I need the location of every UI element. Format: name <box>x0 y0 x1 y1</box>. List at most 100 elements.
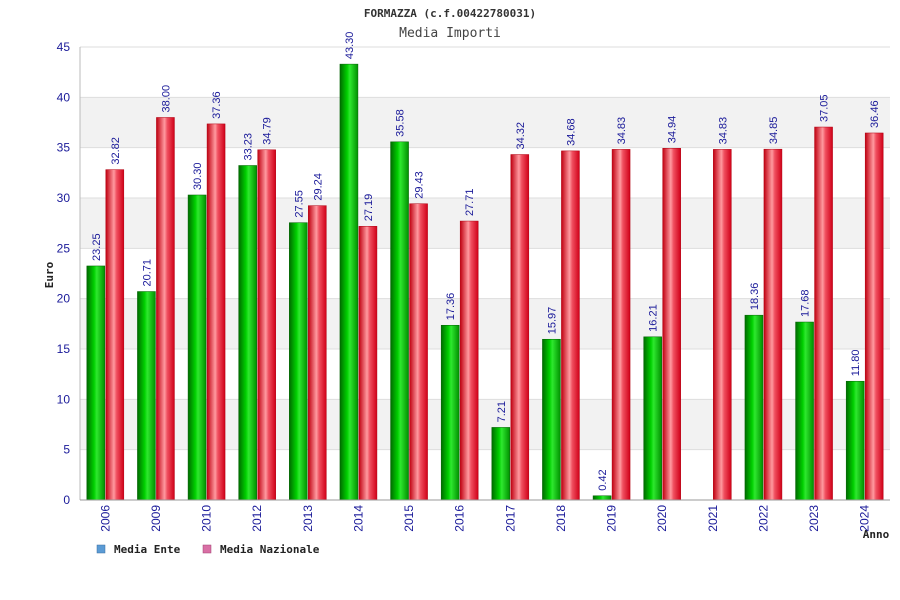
data-label-media-ente-2024: 11.80 <box>850 349 862 376</box>
data-label-media-ente-2013: 27.55 <box>293 190 305 218</box>
bar-media-ente-2019 <box>592 495 612 501</box>
data-label-media-ente-2009: 20.71 <box>141 259 153 287</box>
bar-media-ente-2018 <box>542 338 561 501</box>
x-tick-label-2023: 2023 <box>807 505 821 532</box>
x-tick-label-2006: 2006 <box>98 505 112 532</box>
x-tick-label-2015: 2015 <box>402 505 416 532</box>
y-tick-label: 20 <box>57 292 71 306</box>
x-tick-label-2024: 2024 <box>858 505 872 532</box>
data-label-media-nazionale-2014: 27.19 <box>363 194 375 222</box>
bar-media-nazionale-2022 <box>763 148 783 501</box>
bar-media-nazionale-2018 <box>561 150 580 501</box>
bars <box>86 63 884 501</box>
y-tick-label: 5 <box>63 443 70 457</box>
legend-swatch-media-ente <box>96 544 106 554</box>
data-label-media-ente-2016: 17.36 <box>445 293 457 321</box>
chart-title: FORMAZZA (c.f.00422780031) <box>364 7 536 20</box>
y-tick-label: 0 <box>63 493 70 507</box>
bar-media-nazionale-2006 <box>105 169 125 501</box>
data-label-media-nazionale-2016: 27.71 <box>464 189 476 217</box>
legend: Media Ente Media Nazionale <box>96 543 320 556</box>
legend-label-media-ente: Media Ente <box>114 543 181 556</box>
data-label-media-ente-2006: 23.25 <box>91 233 103 261</box>
bar-media-ente-2017 <box>491 427 511 501</box>
bar-media-ente-2013 <box>289 222 308 501</box>
bar-media-ente-2020 <box>643 336 662 501</box>
y-tick-label: 40 <box>57 90 71 104</box>
y-tick-label: 30 <box>57 191 71 205</box>
data-label-media-nazionale-2010: 37.36 <box>211 91 223 119</box>
bar-media-ente-2022 <box>744 314 764 501</box>
data-label-media-nazionale-2020: 34.94 <box>667 116 679 144</box>
y-tick-label: 25 <box>57 241 71 255</box>
data-labels: 23.25 32.82 20.71 38.00 30.30 37.36 33.23 34.79… <box>91 32 881 491</box>
bar-media-nazionale-2010 <box>206 123 226 501</box>
data-label-media-nazionale-2017: 34.32 <box>515 122 527 150</box>
x-tick-label-2019: 2019 <box>605 505 619 532</box>
x-tick-label-2010: 2010 <box>200 505 214 532</box>
x-tick-label-2014: 2014 <box>351 505 365 532</box>
y-tick-label: 10 <box>57 392 71 406</box>
bar-media-nazionale-2024 <box>864 132 884 501</box>
data-label-media-ente-2019: 0.42 <box>597 469 609 490</box>
y-axis-ticks: 0 5 10 15 20 25 30 35 40 45 <box>57 40 71 507</box>
data-label-media-nazionale-2012: 34.79 <box>262 117 274 145</box>
data-label-media-nazionale-2019: 34.83 <box>616 117 628 145</box>
bar-media-nazionale-2012 <box>257 149 276 501</box>
x-tick-label-2018: 2018 <box>554 505 568 532</box>
bar-media-nazionale-2017 <box>510 154 530 501</box>
x-tick-label-2009: 2009 <box>149 505 163 532</box>
bar-media-nazionale-2023 <box>814 126 833 501</box>
bar-media-nazionale-2016 <box>459 220 479 501</box>
bar-media-ente-2009 <box>137 291 156 501</box>
bar-media-ente-2024 <box>845 380 865 501</box>
bar-media-nazionale-2021 <box>713 149 732 501</box>
data-label-media-ente-2018: 15.97 <box>546 307 558 335</box>
bar-media-nazionale-2009 <box>156 117 175 501</box>
bar-media-nazionale-2013 <box>308 205 327 501</box>
x-tick-label-2013: 2013 <box>301 505 315 532</box>
bar-media-nazionale-2015 <box>409 203 428 501</box>
bar-media-nazionale-2019 <box>611 149 631 501</box>
data-label-media-nazionale-2023: 37.05 <box>819 94 831 122</box>
y-tick-label: 35 <box>57 141 71 155</box>
data-label-media-nazionale-2009: 38.00 <box>160 85 172 113</box>
bar-media-ente-2015 <box>390 141 409 501</box>
bar-media-nazionale-2014 <box>358 226 378 501</box>
data-label-media-ente-2010: 30.30 <box>192 162 204 190</box>
bar-media-ente-2023 <box>795 321 814 501</box>
data-label-media-nazionale-2013: 29.24 <box>312 173 324 201</box>
bar-media-ente-2016 <box>440 324 460 501</box>
x-tick-label-2021: 2021 <box>706 505 720 532</box>
data-label-media-ente-2022: 18.36 <box>749 283 761 311</box>
data-label-media-ente-2015: 35.58 <box>395 109 407 137</box>
data-label-media-ente-2017: 7.21 <box>496 401 508 422</box>
data-label-media-nazionale-2018: 34.68 <box>565 118 577 146</box>
data-label-media-ente-2014: 43.30 <box>344 32 356 60</box>
x-tick-label-2016: 2016 <box>453 505 467 532</box>
data-label-media-ente-2012: 33.23 <box>243 133 255 161</box>
data-label-media-nazionale-2006: 32.82 <box>110 137 122 165</box>
data-label-media-nazionale-2015: 29.43 <box>414 171 426 199</box>
data-label-media-nazionale-2021: 34.83 <box>717 117 729 145</box>
bar-media-ente-2012 <box>238 165 257 501</box>
x-tick-label-2017: 2017 <box>503 505 517 532</box>
legend-label-media-nazionale: Media Nazionale <box>220 543 320 556</box>
x-tick-label-2012: 2012 <box>250 505 264 532</box>
y-axis-title: Euro <box>43 261 56 288</box>
data-label-media-nazionale-2022: 34.85 <box>768 117 780 145</box>
data-label-media-nazionale-2024: 36.46 <box>869 100 881 128</box>
y-tick-label: 45 <box>57 40 71 54</box>
x-axis-ticks: 2006 2009 2010 2012 2013 2014 2015 2016 2017 2018… <box>98 505 871 532</box>
x-axis-title: Anno <box>863 528 890 541</box>
data-label-media-ente-2023: 17.68 <box>800 289 812 317</box>
bar-media-ente-2010 <box>187 194 207 501</box>
bar-media-ente-2006 <box>86 265 106 501</box>
chart-subtitle: Media Importi <box>399 26 501 41</box>
x-tick-label-2022: 2022 <box>756 505 770 532</box>
bar-media-ente-2014 <box>339 63 359 501</box>
y-tick-label: 15 <box>57 342 71 356</box>
data-label-media-ente-2020: 16.21 <box>648 304 660 332</box>
bar-media-nazionale-2020 <box>662 148 681 501</box>
